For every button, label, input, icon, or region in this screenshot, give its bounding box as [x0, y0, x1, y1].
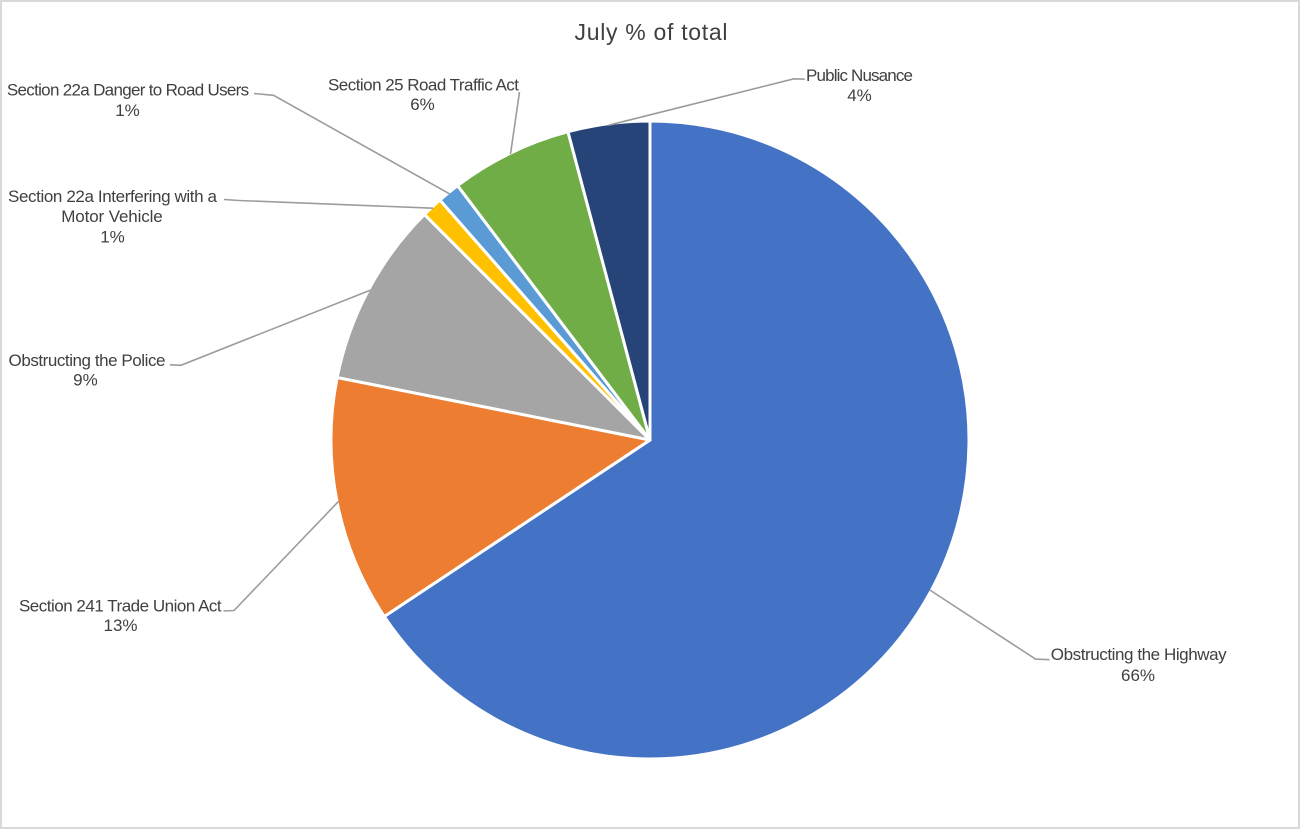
svg-text:1%: 1% [100, 227, 125, 246]
svg-text:4%: 4% [847, 86, 872, 105]
svg-text:Section 22a Interfering with a: Section 22a Interfering with a [8, 187, 218, 206]
svg-text:Public Nusance: Public Nusance [806, 66, 913, 85]
svg-text:13%: 13% [103, 616, 137, 635]
svg-text:Section 25 Road Traffic Act: Section 25 Road Traffic Act [328, 76, 519, 95]
svg-text:1%: 1% [115, 101, 140, 120]
svg-text:66%: 66% [1121, 666, 1155, 685]
svg-text:July % of total: July % of total [575, 19, 728, 45]
svg-text:Motor Vehicle: Motor Vehicle [61, 207, 163, 226]
svg-text:9%: 9% [73, 370, 98, 389]
svg-text:Section 241 Trade Union Act: Section 241 Trade Union Act [19, 596, 222, 615]
svg-text:Obstructing the Police: Obstructing the Police [9, 351, 166, 370]
svg-text:6%: 6% [410, 95, 435, 114]
svg-text:Obstructing the Highway: Obstructing the Highway [1051, 645, 1227, 664]
svg-text:Section 22a Danger to Road Use: Section 22a Danger to Road Users [7, 80, 249, 99]
